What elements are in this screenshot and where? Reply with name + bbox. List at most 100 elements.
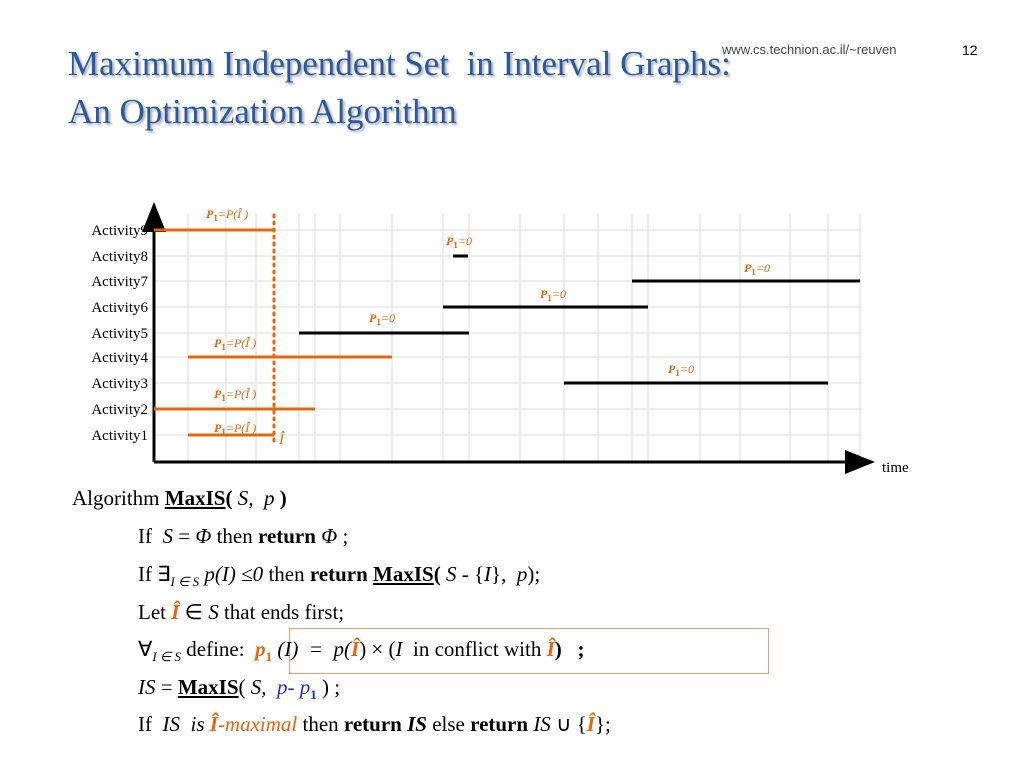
annotation-part: P — [206, 207, 214, 221]
algorithm-text: ( — [225, 486, 238, 510]
algorithm-text: define: — [181, 637, 256, 661]
interval-annotation: P1=P(Î ) — [206, 207, 248, 223]
algorithm-text: = — [173, 524, 196, 548]
algorithm-text: then — [297, 712, 344, 736]
algorithm-text: MaxIS — [164, 486, 226, 510]
algorithm-text: that ends first; — [218, 600, 345, 624]
annotation-part: P — [668, 362, 676, 376]
url: www.cs.technion.ac.il/~reuven — [722, 42, 897, 57]
algorithm-text: return — [343, 712, 402, 736]
algorithm-text: else — [426, 712, 471, 736]
algorithm-text: }, — [491, 562, 517, 586]
interval-annotation: P1=P(Î ) — [214, 336, 256, 352]
annotation-part: P — [744, 261, 752, 275]
algorithm-line: If S = Φ then return Φ ; — [138, 524, 348, 549]
algorithm-text: ) ; — [554, 637, 585, 661]
annotation-part: =0 — [680, 362, 694, 376]
algorithm-text: IS is — [162, 712, 210, 736]
algorithm-text: I ∈ S — [170, 574, 200, 589]
algorithm-text: S, — [250, 675, 278, 699]
algorithm-text: I — [395, 637, 403, 661]
algorithm-text: If — [138, 524, 163, 548]
algorithm-text: then — [211, 524, 258, 548]
grid — [154, 213, 862, 462]
algorithm-text: }; — [594, 712, 611, 736]
algorithm-text: S — [162, 524, 174, 548]
annotation-part: 1 — [751, 267, 756, 277]
annotation-part: P — [369, 311, 377, 325]
algorithm-text: (I) = — [272, 637, 334, 661]
annotation-part: 1 — [221, 342, 226, 352]
algorithm-text: 1 — [310, 687, 317, 702]
annotation-part: P — [446, 234, 454, 248]
algorithm-text: Î — [171, 600, 180, 624]
algorithm-line: If ∃I ∈ S p(I) ≤0 then return MaxIS( S -… — [138, 562, 540, 590]
algorithm-text: I ∈ S — [152, 649, 182, 664]
annotation-part: =0 — [552, 287, 566, 301]
algorithm-text: MaxIS — [177, 675, 239, 699]
algorithm-text: ); — [527, 562, 541, 586]
activity-label: Activity3 — [91, 376, 148, 392]
activity-label: Activity8 — [91, 249, 148, 265]
algorithm-text: Î — [586, 712, 595, 736]
algorithm-text: -maximal — [217, 712, 298, 736]
algorithm-text: IS — [138, 675, 156, 699]
annotation-part: P — [214, 387, 222, 401]
algorithm-text: p(I) ≤0 — [204, 562, 264, 586]
algorithm-text: Φ — [195, 524, 212, 548]
algorithm-text: ∀ — [138, 637, 153, 661]
algorithm-text: ( — [238, 675, 251, 699]
annotation-part: =P(Î ) — [218, 207, 248, 221]
interval-annotation: P1=0 — [668, 362, 694, 378]
axis-label: time — [882, 460, 909, 476]
algorithm-text: IS — [407, 712, 427, 736]
algorithm-text: ∪ { — [550, 712, 587, 736]
annotation-part: =P(Î ) — [226, 387, 256, 401]
interval-annotation: P1=0 — [744, 261, 770, 277]
annotation-part: =P(Î ) — [226, 421, 256, 435]
algorithm-text: - { — [456, 562, 485, 586]
annotation-part: 1 — [376, 317, 381, 327]
annotation-part: P — [214, 421, 222, 435]
algorithm-text: ) × ( — [359, 637, 396, 661]
annotation-part: P — [214, 336, 222, 350]
algorithm-text: p — [255, 637, 266, 661]
algorithm-text: ∈ — [179, 600, 209, 624]
algorithm-text: ( — [433, 562, 446, 586]
activity-label: Activity9 — [91, 223, 148, 239]
algorithm-line: Algorithm MaxIS( S, p ) — [72, 486, 287, 511]
algorithm-line: ∀I ∈ S define: p1 (I) = p(Î) × (I in con… — [138, 637, 585, 665]
page-number: 12 — [962, 42, 978, 58]
interval-annotation: P1=0 — [369, 311, 395, 327]
algorithm-text: S, p — [237, 486, 275, 510]
algorithm-text: Î — [209, 712, 218, 736]
interval-annotation: P1=0 — [540, 287, 566, 303]
annotation-part: 1 — [547, 293, 552, 303]
annotation-part: 1 — [221, 427, 226, 437]
algorithm-text: return — [470, 712, 529, 736]
algorithm-text: Î — [351, 637, 360, 661]
algorithm-line: If IS is Î-maximal then return IS else r… — [138, 712, 611, 737]
algorithm-text: Î — [546, 637, 555, 661]
interval-annotation: P1=0 — [446, 234, 472, 250]
annotation-part: =P(Î ) — [226, 336, 256, 350]
annotation-part: =0 — [458, 234, 472, 248]
annotation-part: 1 — [221, 393, 226, 403]
algorithm-text: If — [138, 712, 163, 736]
algorithm-text: If ∃ — [138, 562, 171, 586]
annotation-part: 1 — [675, 368, 680, 378]
title-line: An Optimization Algorithm — [68, 92, 457, 131]
algorithm-text: Φ — [321, 524, 338, 548]
activity-label: Activity4 — [91, 350, 148, 366]
algorithm-text: ; — [337, 524, 349, 548]
annotation-part: P — [540, 287, 548, 301]
algorithm-text: IS — [533, 712, 551, 736]
annotation-part: =0 — [756, 261, 770, 275]
algorithm-text: I — [484, 562, 492, 586]
title-line: Maximum Independent Set in Interval Grap… — [68, 44, 731, 83]
annotation-part: 1 — [213, 213, 218, 223]
highlight-box — [289, 628, 769, 674]
algorithm-text: S — [208, 600, 219, 624]
